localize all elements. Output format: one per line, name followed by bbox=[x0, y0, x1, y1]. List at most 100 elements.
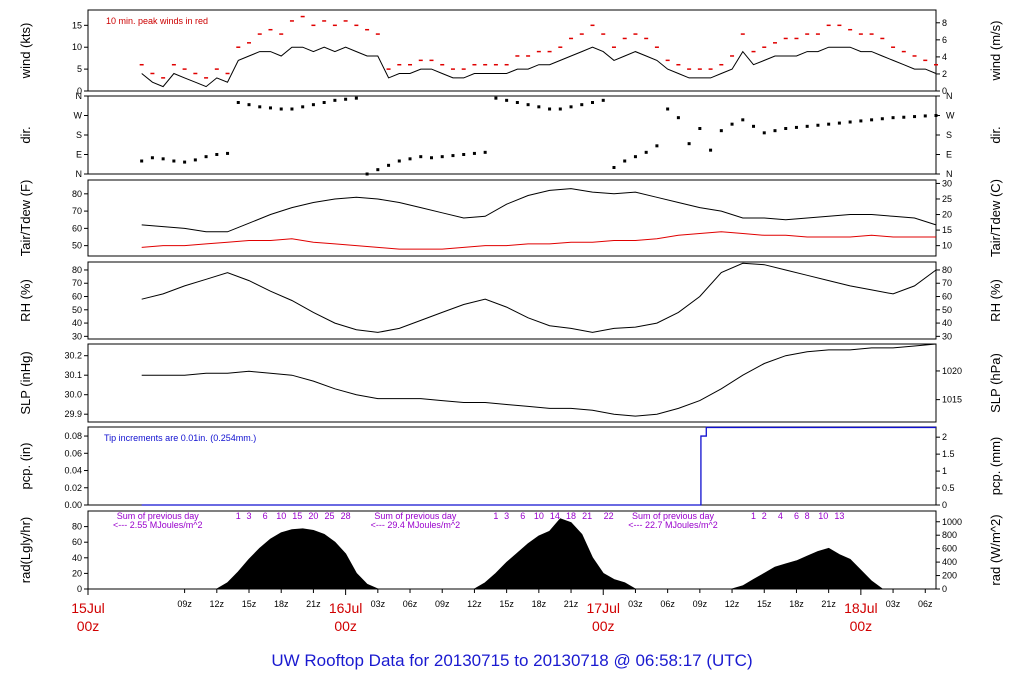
y-axis-label-right: SLP (hPa) bbox=[988, 353, 1003, 413]
x-tick-label: 03z bbox=[886, 599, 901, 609]
radiation-area bbox=[214, 518, 884, 590]
hour-counter: 15 bbox=[292, 511, 302, 521]
y-tick-label-right: N bbox=[946, 169, 953, 179]
y-tick-label-left: 30 bbox=[72, 331, 82, 341]
direction-point bbox=[934, 114, 938, 117]
hour-counter: 6 bbox=[794, 511, 799, 521]
y-tick-label-right: 20 bbox=[942, 210, 952, 220]
direction-point bbox=[258, 105, 262, 109]
direction-point bbox=[644, 150, 648, 154]
panel-frame bbox=[87, 179, 937, 257]
y-tick-label-right: N bbox=[946, 91, 953, 101]
y-tick-label-right: E bbox=[946, 150, 952, 160]
x-tick-label: 03z bbox=[371, 599, 386, 609]
slp-line bbox=[141, 343, 937, 417]
direction-point bbox=[301, 105, 305, 109]
y-axis-label-left: wind (kts) bbox=[18, 23, 33, 80]
x-tick-label: 15z bbox=[757, 599, 772, 609]
direction-point bbox=[633, 155, 637, 159]
hour-counter: 22 bbox=[604, 511, 614, 521]
direction-point bbox=[880, 117, 884, 121]
hour-counter: 6 bbox=[263, 511, 268, 521]
direction-point bbox=[655, 144, 659, 148]
direction-point bbox=[666, 107, 670, 111]
y-tick-label-left: 30.0 bbox=[64, 390, 82, 400]
direction-point bbox=[365, 172, 369, 176]
direction-point bbox=[193, 158, 197, 162]
hour-counter: 2 bbox=[762, 511, 767, 521]
hour-counter: 14 bbox=[550, 511, 560, 521]
y-tick-label-right: 4 bbox=[942, 52, 947, 62]
y-tick-label-left: 60 bbox=[72, 292, 82, 302]
y-tick-label-left: 0 bbox=[77, 584, 82, 594]
direction-point bbox=[859, 119, 863, 123]
radiation-sum-note: <--- 22.7 MJoules/m^2 bbox=[628, 520, 718, 530]
x-date-label: 16Jul bbox=[329, 600, 362, 616]
y-tick-label-left: 60 bbox=[72, 537, 82, 547]
y-tick-label-left: 30.2 bbox=[64, 351, 82, 361]
x-tick-label: 18z bbox=[532, 599, 547, 609]
direction-point bbox=[172, 159, 176, 163]
y-axis-label-right: wind (m/s) bbox=[988, 21, 1003, 82]
y-axis-label-left: Tair/Tdew (F) bbox=[18, 180, 33, 257]
hour-counter: 21 bbox=[582, 511, 592, 521]
panel-annotation: 10 min. peak winds in red bbox=[106, 16, 208, 26]
y-tick-label-right: 200 bbox=[942, 571, 957, 581]
direction-point bbox=[827, 122, 831, 126]
direction-point bbox=[161, 157, 165, 161]
panel-frame bbox=[87, 95, 937, 175]
x-tick-label: 18z bbox=[789, 599, 804, 609]
x-tick-label: 21z bbox=[306, 599, 321, 609]
wind_speed-line bbox=[141, 46, 937, 88]
hour-counter: 1 bbox=[493, 511, 498, 521]
direction-point bbox=[923, 114, 927, 118]
y-axis-label-right: Tair/Tdew (C) bbox=[988, 179, 1003, 257]
y-axis-label-left: SLP (inHg) bbox=[18, 351, 33, 414]
y-tick-label-left: E bbox=[76, 150, 82, 160]
direction-point bbox=[440, 155, 444, 159]
direction-point bbox=[483, 150, 487, 154]
direction-point bbox=[279, 107, 283, 111]
panel-annotation: Tip increments are 0.01in. (0.254mm.) bbox=[104, 433, 256, 443]
x-date-hour-label: 00z bbox=[850, 618, 873, 634]
x-tick-label: 18z bbox=[274, 599, 289, 609]
y-tick-label-left: 50 bbox=[72, 305, 82, 315]
direction-point bbox=[494, 96, 498, 100]
direction-point bbox=[719, 129, 723, 133]
y-tick-label-left: 15 bbox=[72, 20, 82, 30]
panel-slp: 29.9 30.0 30.1 30.2 1015 1020 SLP (inHg) SLP (h… bbox=[18, 343, 1003, 423]
y-tick-label-right: 30 bbox=[942, 331, 952, 341]
y-tick-label-left: 0.06 bbox=[64, 448, 82, 458]
precip-line bbox=[141, 426, 936, 506]
direction-point bbox=[429, 156, 433, 160]
y-tick-label-left: N bbox=[76, 91, 83, 101]
hour-counter: 20 bbox=[308, 511, 318, 521]
y-tick-label-left: 0.04 bbox=[64, 466, 82, 476]
y-tick-label-right: 400 bbox=[942, 557, 957, 567]
direction-point bbox=[472, 151, 476, 155]
hour-counter: 3 bbox=[504, 511, 509, 521]
x-tick-label: 21z bbox=[821, 599, 836, 609]
y-axis-label-right: dir. bbox=[988, 126, 1003, 143]
direction-point bbox=[515, 101, 519, 104]
direction-point bbox=[408, 157, 412, 161]
hour-counter: 1 bbox=[236, 511, 241, 521]
direction-point bbox=[580, 103, 584, 107]
y-tick-label-left: 50 bbox=[72, 241, 82, 251]
direction-point bbox=[215, 153, 219, 156]
direction-point bbox=[848, 120, 852, 124]
direction-point bbox=[773, 129, 777, 133]
y-tick-label-right: 50 bbox=[942, 305, 952, 315]
panel-rh: 30 40 50 60 70 80 30 40 50 60 70 80 RH (%) RH (%) bbox=[18, 261, 1003, 341]
hour-counter: 8 bbox=[805, 511, 810, 521]
y-tick-label-right: 40 bbox=[942, 318, 952, 328]
tdew-line bbox=[141, 231, 936, 250]
x-tick-label: 09z bbox=[435, 599, 450, 609]
direction-point bbox=[709, 148, 713, 152]
tair-line bbox=[141, 188, 937, 233]
x-tick-label: 12z bbox=[210, 599, 225, 609]
y-tick-label-left: 0.00 bbox=[64, 500, 82, 510]
direction-point bbox=[354, 96, 358, 100]
